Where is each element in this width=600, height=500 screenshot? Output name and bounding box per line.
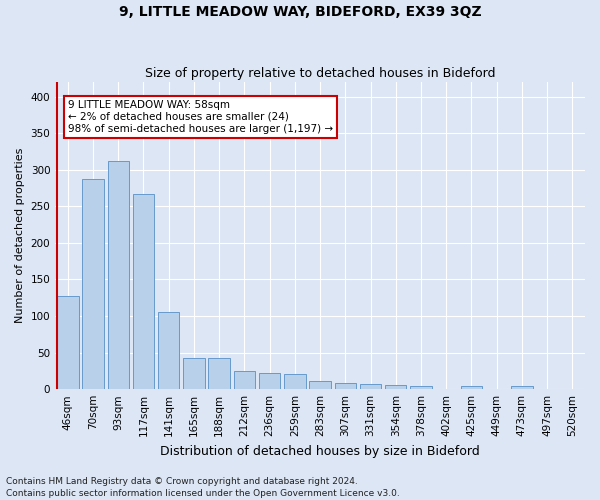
Bar bbox=[133, 194, 154, 389]
Bar bbox=[233, 371, 255, 389]
Bar bbox=[284, 374, 305, 389]
Title: Size of property relative to detached houses in Bideford: Size of property relative to detached ho… bbox=[145, 66, 496, 80]
Bar bbox=[385, 385, 406, 389]
Text: 9 LITTLE MEADOW WAY: 58sqm
← 2% of detached houses are smaller (24)
98% of semi-: 9 LITTLE MEADOW WAY: 58sqm ← 2% of detac… bbox=[68, 100, 333, 134]
X-axis label: Distribution of detached houses by size in Bideford: Distribution of detached houses by size … bbox=[160, 444, 480, 458]
Bar bbox=[57, 296, 79, 389]
Bar bbox=[410, 386, 432, 389]
Y-axis label: Number of detached properties: Number of detached properties bbox=[15, 148, 25, 324]
Bar bbox=[208, 358, 230, 389]
Bar bbox=[310, 381, 331, 389]
Text: 9, LITTLE MEADOW WAY, BIDEFORD, EX39 3QZ: 9, LITTLE MEADOW WAY, BIDEFORD, EX39 3QZ bbox=[119, 5, 481, 19]
Bar bbox=[259, 373, 280, 389]
Bar bbox=[82, 178, 104, 389]
Bar bbox=[335, 382, 356, 389]
Bar bbox=[107, 161, 129, 389]
Bar bbox=[511, 386, 533, 389]
Text: Contains HM Land Registry data © Crown copyright and database right 2024.
Contai: Contains HM Land Registry data © Crown c… bbox=[6, 476, 400, 498]
Bar bbox=[183, 358, 205, 389]
Bar bbox=[158, 312, 179, 389]
Bar bbox=[360, 384, 381, 389]
Bar bbox=[461, 386, 482, 389]
